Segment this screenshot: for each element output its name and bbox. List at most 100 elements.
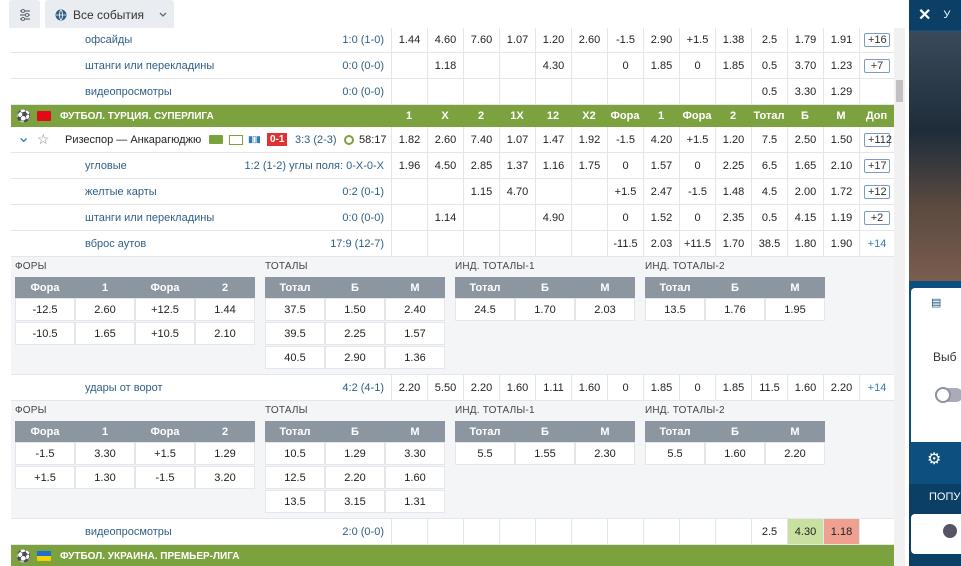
sport-icon[interactable]	[943, 524, 957, 538]
odds-cell[interactable]: 7.40	[463, 127, 499, 152]
odds-cell[interactable]: +1.5	[679, 28, 715, 52]
odds-cell[interactable]: +11.5	[679, 231, 715, 256]
odds-cell[interactable]: 1.11	[535, 375, 571, 400]
odds-cell[interactable]: 1.65	[787, 153, 823, 178]
odds-cell[interactable]: 0	[679, 53, 715, 78]
odds-cell[interactable]: 1.85	[643, 53, 679, 78]
group-odds-cell[interactable]: 5.5	[455, 442, 515, 465]
odds-cell[interactable]: 3.70	[787, 53, 823, 78]
odds-cell[interactable]: 1.57	[643, 153, 679, 178]
scrollbar-thumb[interactable]	[896, 80, 903, 102]
more-markets-button[interactable]: +17	[864, 158, 890, 173]
odds-cell[interactable]: 1.91	[823, 28, 859, 52]
odds-cell[interactable]: 0	[679, 205, 715, 230]
odds-cell[interactable]: 6.5	[751, 153, 787, 178]
more-markets-cell[interactable]: +2	[859, 205, 894, 230]
odds-cell[interactable]: 1.90	[823, 231, 859, 256]
odds-cell[interactable]: 0	[679, 375, 715, 400]
group-odds-cell[interactable]: 1.29	[195, 442, 255, 465]
odds-cell[interactable]: -1.5	[607, 127, 643, 152]
group-odds-cell[interactable]: 2.60	[75, 298, 135, 321]
odds-cell[interactable]: 1.16	[535, 153, 571, 178]
more-markets-cell[interactable]: +17	[859, 153, 894, 178]
chevron-down-icon[interactable]: ⌄	[17, 129, 31, 146]
group-odds-cell[interactable]: +12.5	[135, 298, 195, 321]
odds-cell[interactable]: -1.5	[679, 179, 715, 204]
odds-cell[interactable]: 0.5	[751, 79, 787, 104]
odds-cell[interactable]: 3.30	[787, 79, 823, 104]
more-markets-button[interactable]: +112	[864, 132, 892, 147]
group-odds-cell[interactable]: 39.5	[265, 322, 325, 345]
odds-cell[interactable]: 0	[607, 205, 643, 230]
odds-cell[interactable]: -11.5	[607, 231, 643, 256]
gear-icon[interactable]: ⚙	[927, 451, 942, 468]
group-odds-cell[interactable]: 1.55	[515, 442, 575, 465]
more-markets-cell[interactable]: +16	[859, 28, 894, 52]
odds-cell[interactable]: 1.23	[823, 53, 859, 78]
odds-cell[interactable]: 5.50	[427, 375, 463, 400]
odds-cell[interactable]: 2.60	[427, 127, 463, 152]
odds-cell[interactable]: 1.18	[823, 519, 859, 544]
odds-cell[interactable]: 1.15	[463, 179, 499, 204]
group-odds-cell[interactable]: 13.5	[265, 490, 325, 513]
odds-cell[interactable]: 2.25	[715, 153, 751, 178]
group-odds-cell[interactable]: +1.5	[135, 442, 195, 465]
market-label[interactable]: вброс аутов	[85, 237, 147, 250]
odds-cell[interactable]: 1.29	[823, 79, 859, 104]
odds-cell[interactable]: 0	[607, 375, 643, 400]
more-markets-cell[interactable]: +14	[859, 375, 894, 400]
market-label[interactable]: удары от ворот	[85, 381, 163, 394]
odds-cell[interactable]: 2.5	[751, 28, 787, 52]
group-odds-cell[interactable]: 13.5	[645, 298, 705, 321]
group-odds-cell[interactable]: 37.5	[265, 298, 325, 321]
odds-cell[interactable]: 2.00	[787, 179, 823, 204]
group-odds-cell[interactable]: 2.30	[575, 442, 635, 465]
more-markets-button[interactable]: +2	[864, 210, 890, 225]
odds-cell[interactable]: 2.47	[643, 179, 679, 204]
group-odds-cell[interactable]: 1.29	[325, 442, 385, 465]
odds-cell[interactable]: 1.38	[715, 28, 751, 52]
events-dropdown[interactable]: Все события	[45, 0, 174, 29]
odds-cell[interactable]: 1.85	[715, 53, 751, 78]
group-odds-cell[interactable]: -12.5	[15, 298, 75, 321]
odds-cell[interactable]: 1.96	[391, 153, 427, 178]
odds-cell[interactable]: 1.80	[787, 231, 823, 256]
group-odds-cell[interactable]: 1.50	[325, 298, 385, 321]
more-markets-cell[interactable]: +7	[859, 53, 894, 78]
odds-cell[interactable]: 1.92	[571, 127, 607, 152]
league-name[interactable]: ФУТБОЛ. ТУРЦИЯ. СУПЕРЛИГА	[60, 110, 214, 122]
odds-cell[interactable]: 0	[607, 153, 643, 178]
league-header[interactable]: ⚽ ФУТБОЛ. УКРАИНА. ПРЕМЬЕР-ЛИГА	[11, 545, 894, 566]
odds-cell[interactable]: 4.70	[499, 179, 535, 204]
group-odds-cell[interactable]: +10.5	[135, 322, 195, 345]
group-odds-cell[interactable]: 3.20	[195, 466, 255, 489]
market-label[interactable]: желтые карты	[85, 185, 157, 198]
odds-cell[interactable]: 11.5	[751, 375, 787, 400]
odds-cell[interactable]: 38.5	[751, 231, 787, 256]
close-icon[interactable]: ✕	[918, 7, 932, 24]
odds-cell[interactable]: 7.60	[463, 28, 499, 52]
group-odds-cell[interactable]: 1.65	[75, 322, 135, 345]
market-label[interactable]: видеопросмотры	[85, 525, 172, 538]
group-odds-cell[interactable]: 1.70	[515, 298, 575, 321]
market-label[interactable]: штанги или перекладины	[85, 59, 215, 72]
market-label[interactable]: угловые	[85, 159, 127, 172]
group-odds-cell[interactable]: +1.5	[15, 466, 75, 489]
more-markets-button[interactable]: +14	[867, 237, 887, 250]
group-odds-cell[interactable]: 1.57	[385, 322, 445, 345]
group-odds-cell[interactable]: 1.76	[705, 298, 765, 321]
odds-cell[interactable]: 1.07	[499, 28, 535, 52]
odds-cell[interactable]: 4.60	[427, 28, 463, 52]
odds-cell[interactable]: 2.03	[643, 231, 679, 256]
odds-cell[interactable]: 1.19	[823, 205, 859, 230]
odds-cell[interactable]: 2.85	[463, 153, 499, 178]
group-odds-cell[interactable]: 40.5	[265, 346, 325, 369]
market-label[interactable]: видеопросмотры	[85, 85, 172, 98]
star-icon[interactable]: ☆	[37, 131, 50, 147]
odds-cell[interactable]: 4.20	[643, 127, 679, 152]
odds-cell[interactable]: 4.30	[787, 519, 823, 544]
odds-cell[interactable]: 4.90	[535, 205, 571, 230]
group-odds-cell[interactable]: 1.95	[765, 298, 825, 321]
more-markets-button[interactable]: +12	[864, 184, 890, 199]
group-odds-cell[interactable]: 1.31	[385, 490, 445, 513]
